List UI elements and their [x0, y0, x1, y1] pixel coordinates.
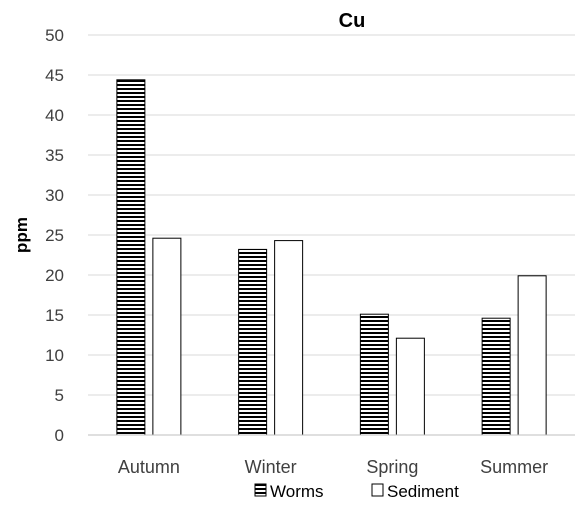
y-tick-label: 35 — [45, 146, 64, 165]
y-tick-label: 10 — [45, 346, 64, 365]
y-axis-label: ppm — [12, 217, 31, 253]
legend-swatch-sediment — [372, 484, 383, 496]
y-tick-label: 25 — [45, 226, 64, 245]
category-label: Spring — [366, 457, 418, 477]
y-tick-label: 45 — [45, 66, 64, 85]
category-labels: Autumn Winter Spring Summer — [118, 457, 548, 477]
bars — [117, 80, 546, 435]
bar-sediment-winter — [275, 241, 303, 435]
y-tick-label: 50 — [45, 26, 64, 45]
category-label: Winter — [245, 457, 297, 477]
y-tick-labels: 0 5 10 15 20 25 30 35 40 45 50 — [45, 26, 64, 445]
y-tick-label: 30 — [45, 186, 64, 205]
bar-worms-summer — [482, 318, 510, 435]
bar-worms-spring — [360, 314, 388, 435]
y-tick-label: 40 — [45, 106, 64, 125]
y-tick-label: 15 — [45, 306, 64, 325]
bar-worms-winter — [239, 249, 267, 435]
legend: Worms Sediment — [255, 482, 459, 501]
y-tick-label: 0 — [55, 426, 64, 445]
legend-label-worms: Worms — [270, 482, 324, 501]
chart-title: Cu — [339, 10, 366, 32]
category-label: Summer — [480, 457, 548, 477]
bar-sediment-autumn — [153, 238, 181, 435]
category-label: Autumn — [118, 457, 180, 477]
bar-sediment-summer — [518, 276, 546, 435]
y-tick-label: 5 — [55, 386, 64, 405]
y-tick-label: 20 — [45, 266, 64, 285]
bar-sediment-spring — [396, 338, 424, 435]
legend-swatch-worms — [255, 484, 266, 496]
legend-label-sediment: Sediment — [387, 482, 459, 501]
bar-worms-autumn — [117, 80, 145, 435]
